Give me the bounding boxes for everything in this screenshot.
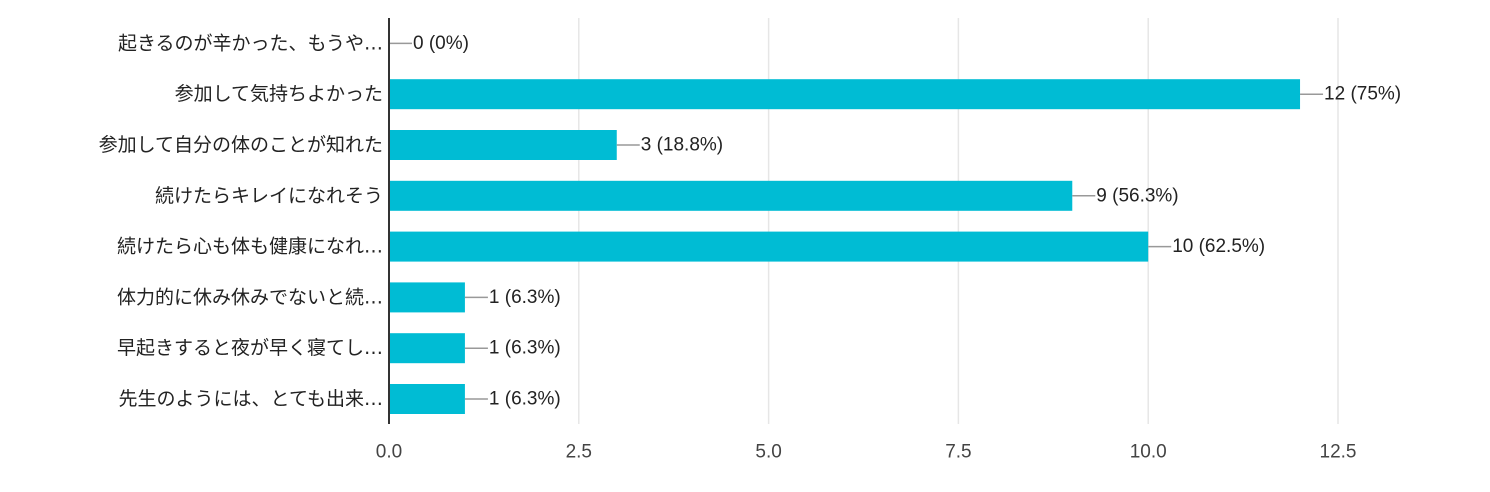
value-label: 0 (0%) <box>413 33 469 54</box>
x-tick-label: 7.5 <box>945 442 971 463</box>
category-label: 続けたらキレイになれそう <box>155 185 383 207</box>
category-label: 体力的に休み休みでないと続… <box>117 286 383 308</box>
bar <box>389 231 1149 262</box>
bar <box>389 130 617 160</box>
category-label: 参加して気持ちよかった <box>175 83 383 105</box>
x-tick-label: 0.0 <box>376 442 402 463</box>
value-label: 1 (6.3%) <box>489 287 561 308</box>
value-label: 10 (62.5%) <box>1172 236 1265 257</box>
category-label: 先生のようには、とても出来… <box>119 388 383 410</box>
x-tick-label: 2.5 <box>566 442 592 463</box>
bar <box>389 333 465 364</box>
bar <box>389 79 1301 110</box>
value-label: 3 (18.8%) <box>641 135 723 156</box>
x-tick-label: 12.5 <box>1320 442 1357 463</box>
bar <box>389 282 465 313</box>
value-label: 12 (75%) <box>1324 84 1401 105</box>
category-label: 起きるのが辛かった、もうや… <box>118 32 383 54</box>
category-label: 参加して自分の体のことが知れた <box>99 134 383 156</box>
value-label: 1 (6.3%) <box>489 338 561 359</box>
bar <box>389 384 465 414</box>
x-tick-label: 5.0 <box>755 442 781 463</box>
bar <box>389 180 1073 211</box>
category-label: 続けたら心も体も健康になれ… <box>117 236 383 258</box>
value-label: 1 (6.3%) <box>489 389 561 410</box>
x-tick-label: 10.0 <box>1130 442 1167 463</box>
category-label: 早起きすると夜が早く寝てし… <box>117 337 383 359</box>
value-label: 9 (56.3%) <box>1096 185 1178 206</box>
